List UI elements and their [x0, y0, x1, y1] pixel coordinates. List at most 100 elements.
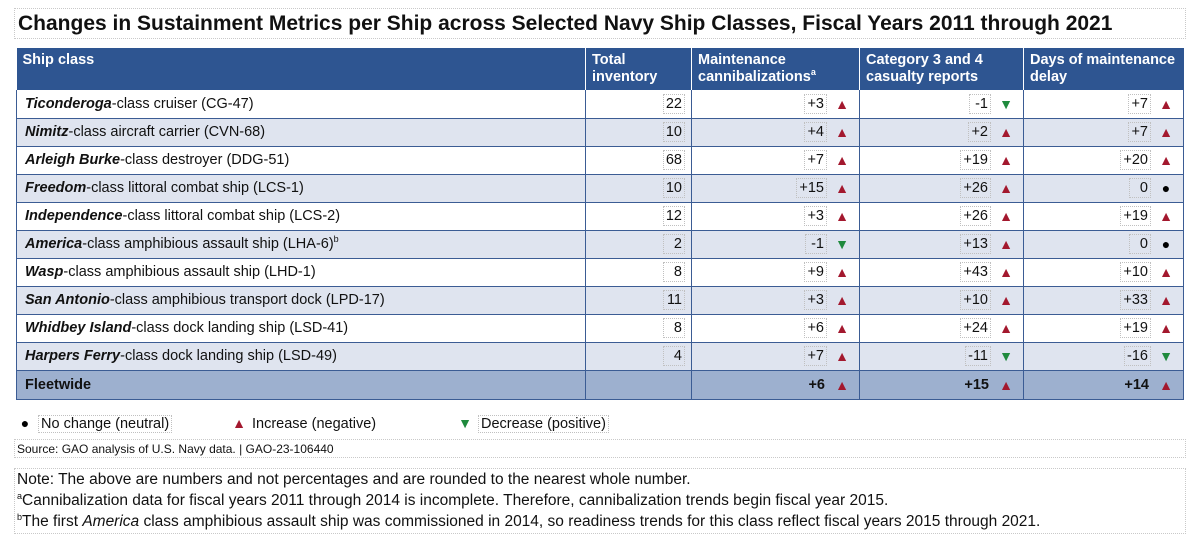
ship-class-description: -class littoral combat ship (LCS-2) — [122, 208, 341, 224]
casualty-value: -11 — [965, 346, 991, 366]
casualty-value: +10 — [960, 290, 991, 310]
ship-class-cell: San Antonio-class amphibious transport d… — [16, 286, 586, 315]
triangle-up-icon: ▲ — [835, 320, 849, 336]
row-7-casualty-cell: +43 ▲ — [859, 258, 1024, 287]
triangle-down-icon: ▼ — [458, 415, 472, 431]
note-b-marker: b — [17, 511, 23, 522]
delay-value: 0 — [1129, 234, 1151, 254]
cannibalizations-value: +3 — [804, 290, 827, 310]
inventory-cell: 11 — [585, 286, 692, 315]
triangle-up-icon: ▲ — [835, 376, 849, 393]
header-ship-class: Ship class — [16, 48, 586, 90]
legend-increase: ▲ Increase (negative) — [230, 414, 376, 432]
inventory-cell: 10 — [585, 174, 692, 203]
table-row: Ticonderoga-class cruiser (CG-47) 22 +3 ▲ -1… — [16, 90, 1184, 119]
inventory-value: 10 — [662, 178, 685, 198]
ship-class-description: -class aircraft carrier (CVN-68) — [68, 124, 266, 140]
triangle-up-icon: ▲ — [999, 292, 1013, 308]
ship-class-description: -class amphibious assault ship (LHA-6) — [82, 236, 334, 252]
circle-icon: ● — [1161, 180, 1171, 196]
row-4-casualty-cell: +26 ▲ — [859, 174, 1024, 203]
row-1-delay-cell: +7 ▲ — [1023, 90, 1184, 119]
note-b-pre: The first — [22, 513, 83, 530]
inventory-cell: 2 — [585, 230, 692, 259]
row-3-delay-cell: +20 ▲ — [1023, 146, 1184, 175]
cannibalizations-value: +4 — [804, 122, 827, 142]
note-b-italic: America — [82, 513, 140, 530]
table-body: Ticonderoga-class cruiser (CG-47) 22 +3 ▲ -1… — [16, 90, 1184, 400]
row-5-casualty-cell: +26 ▲ — [859, 202, 1024, 231]
row-10-casualty-cell: -11 ▼ — [859, 342, 1024, 371]
delay-value: +19 — [1120, 318, 1151, 338]
fleetwide-label: Fleetwide — [16, 370, 586, 400]
row-1-cannibalizations-cell: +3 ▲ — [691, 90, 860, 119]
note-b-post: class amphibious assault ship was commis… — [139, 513, 1041, 530]
cannibalizations-value: -1 — [805, 234, 827, 254]
row-4-delay-cell: 0 ● — [1023, 174, 1184, 203]
triangle-up-icon: ▲ — [999, 320, 1013, 336]
ship-class-name: Independence — [25, 208, 123, 224]
delay-value: -16 — [1124, 346, 1151, 366]
triangle-up-icon: ▲ — [1159, 292, 1173, 308]
triangle-up-icon: ▲ — [835, 152, 849, 168]
legend-decrease: ▼ Decrease (positive) — [456, 414, 609, 433]
note-a-marker: a — [17, 490, 23, 501]
triangle-up-icon: ▲ — [1159, 95, 1173, 112]
table-row: Freedom-class littoral combat ship (LCS-… — [16, 174, 1184, 203]
row-2-delay-cell: +7 ▲ — [1023, 118, 1184, 147]
cannibalizations-value: +7 — [804, 150, 827, 170]
cannibalizations-value: +6 — [808, 376, 825, 393]
inventory-cell: 12 — [585, 202, 692, 231]
casualty-value: +26 — [960, 206, 991, 226]
table-row: Arleigh Burke-class destroyer (DDG-51) 68… — [16, 146, 1184, 175]
legend-neutral: ● No change (neutral) — [16, 414, 173, 433]
row-2-casualty-cell: +2 ▲ — [859, 118, 1024, 147]
row-4-cannibalizations-cell: +15 ▲ — [691, 174, 860, 203]
table-row: Wasp-class amphibious assault ship (LHD-… — [16, 258, 1184, 287]
fleetwide-cannibalizations-cell: +6 ▲ — [691, 370, 860, 400]
casualty-value: +15 — [964, 376, 989, 393]
table-row: Nimitz-class aircraft carrier (CVN-68) 10… — [16, 118, 1184, 147]
ship-class-cell: Freedom-class littoral combat ship (LCS-… — [16, 174, 586, 203]
ship-class-name: Nimitz — [25, 124, 69, 140]
circle-icon: ● — [20, 415, 30, 431]
row-5-cannibalizations-cell: +3 ▲ — [691, 202, 860, 231]
table-row: Whidbey Island-class dock landing ship (… — [16, 314, 1184, 343]
legend-neutral-label: No change (neutral) — [38, 415, 173, 433]
ship-class-cell: Independence-class littoral combat ship … — [16, 202, 586, 231]
row-2-cannibalizations-cell: +4 ▲ — [691, 118, 860, 147]
row-5-delay-cell: +19 ▲ — [1023, 202, 1184, 231]
ship-class-name: Harpers Ferry — [25, 348, 121, 364]
page-title: Changes in Sustainment Metrics per Ship … — [14, 8, 1186, 39]
triangle-up-icon: ▲ — [999, 236, 1013, 252]
triangle-up-icon: ▲ — [835, 124, 849, 140]
triangle-up-icon: ▲ — [1159, 264, 1173, 280]
triangle-up-icon: ▲ — [999, 124, 1013, 140]
triangle-up-icon: ▲ — [1159, 208, 1173, 224]
ship-class-description: -class littoral combat ship (LCS-1) — [86, 180, 304, 196]
inventory-cell: 8 — [585, 314, 692, 343]
ship-class-name: San Antonio — [25, 292, 110, 308]
note-b: bThe first America class amphibious assa… — [17, 511, 1185, 532]
row-6-delay-cell: 0 ● — [1023, 230, 1184, 259]
triangle-up-icon: ▲ — [999, 376, 1013, 393]
row-6-casualty-cell: +13 ▲ — [859, 230, 1024, 259]
table-row: America-class amphibious assault ship (L… — [16, 230, 1184, 259]
row-6-cannibalizations-cell: -1 ▼ — [691, 230, 860, 259]
legend: ● No change (neutral) ▲ Increase (negative… — [16, 414, 636, 436]
fleetwide-delay-cell: +14 ▲ — [1023, 370, 1184, 400]
header-casualty-reports: Category 3 and 4 casualty reports — [859, 48, 1024, 90]
casualty-value: -1 — [969, 93, 991, 114]
row-7-delay-cell: +10 ▲ — [1023, 258, 1184, 287]
row-9-cannibalizations-cell: +6 ▲ — [691, 314, 860, 343]
delay-value: +20 — [1120, 150, 1151, 170]
cannibalizations-value: +6 — [804, 318, 827, 338]
ship-class-description: -class dock landing ship (LSD-49) — [120, 348, 337, 364]
cannibalizations-value: +3 — [804, 93, 827, 114]
triangle-up-icon: ▲ — [1159, 152, 1173, 168]
sustainment-metrics-table: Ship class Total inventory Maintenance c… — [16, 48, 1184, 400]
triangle-up-icon: ▲ — [1159, 376, 1173, 393]
row-9-delay-cell: +19 ▲ — [1023, 314, 1184, 343]
fleetwide-row: Fleetwide +6 ▲ +15 ▲ +14 ▲ — [16, 370, 1184, 400]
inventory-value: 8 — [663, 262, 685, 282]
